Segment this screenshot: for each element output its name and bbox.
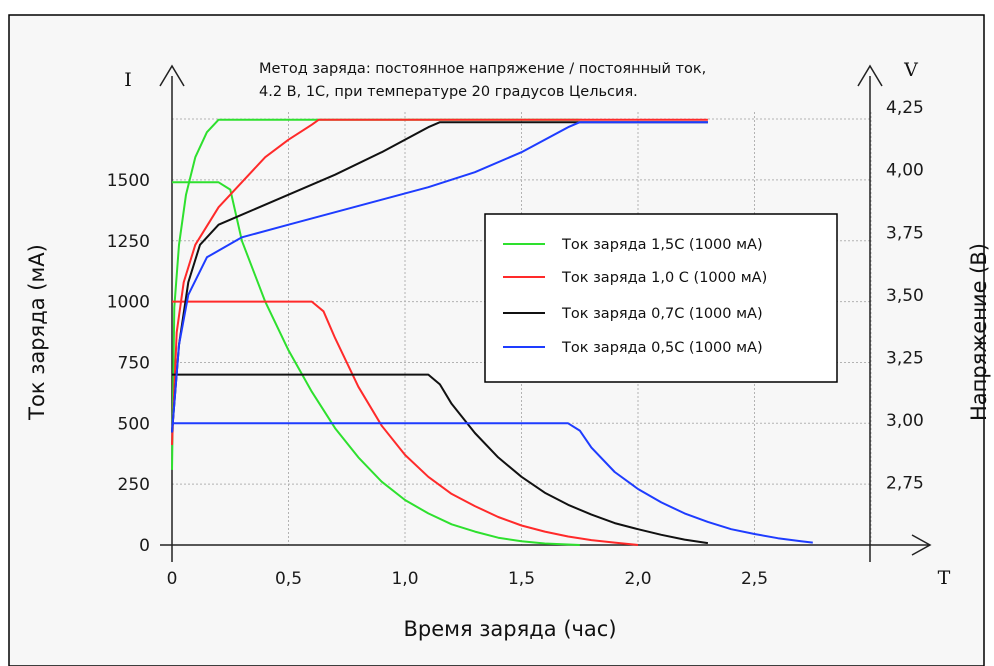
x-tick-label: 2,0 [624, 569, 651, 589]
x-tick-label: 0,5 [275, 569, 302, 589]
annotation-line-2: 4.2 В, 1С, при температуре 20 градусов Ц… [259, 84, 638, 100]
series-4-voltage-line [171, 121, 708, 433]
y-left-tick-label: 750 [118, 353, 150, 373]
x-tick-label: 0 [167, 569, 178, 589]
legend-label-2: Ток заряда 1,0 С (1000 мА) [561, 270, 767, 286]
y-right-symbol: V [903, 59, 918, 81]
legend-label-1: Ток заряда 1,5С (1000 мА) [561, 237, 763, 253]
axes [159, 64, 932, 562]
y-left-tick-label: 1500 [107, 171, 150, 191]
y-left-arrow [159, 64, 185, 87]
x-tick-label: 1,5 [508, 569, 535, 589]
legend-box [484, 213, 838, 383]
x-axis-symbol: T [938, 567, 951, 589]
x-tick-label: 1,0 [391, 569, 418, 589]
y-right-tick-label: 4,25 [886, 98, 924, 118]
y-left-tick-labels: 0 250 500 750 1000 1250 1500 [107, 171, 150, 556]
series-3-voltage-line [171, 121, 708, 433]
y-left-symbol: I [124, 69, 132, 91]
series-1-current-line [172, 181, 580, 546]
series-1-voltage-line [171, 118, 580, 470]
legend: Ток заряда 1,5С (1000 мА) Ток заряда 1,0… [484, 213, 838, 383]
series-4-current-line [172, 422, 813, 544]
y-left-tick-label: 1000 [107, 293, 150, 313]
y-right-tick-label: 3,25 [886, 348, 924, 368]
legend-label-3: Ток заряда 0,7С (1000 мА) [561, 306, 763, 322]
x-axis-title: Время заряда (час) [403, 617, 616, 641]
y-right-arrow [857, 64, 883, 87]
series-3-current-line [172, 373, 709, 545]
y-right-tick-label: 4,00 [886, 161, 924, 181]
x-tick-labels: 0 0,5 1,0 1,5 2,0 2,5 [167, 569, 768, 589]
y-left-axis-title: Ток заряда (мА) [25, 244, 49, 421]
y-right-tick-label: 3,75 [886, 223, 924, 243]
y-right-tick-label: 2,75 [886, 473, 924, 493]
y-left-tick-label: 500 [118, 414, 150, 434]
series-2-voltage-line [171, 118, 708, 445]
y-right-axis-title: Напряжение (В) [967, 243, 991, 421]
y-right-tick-label: 3,50 [886, 286, 924, 306]
series-lines [171, 118, 813, 546]
legend-label-4: Ток заряда 0,5С (1000 мА) [561, 340, 763, 356]
series-2-current-line [172, 300, 639, 546]
y-right-tick-label: 3,00 [886, 411, 924, 431]
x-tick-label: 2,5 [741, 569, 768, 589]
y-right-tick-labels: 2,75 3,00 3,25 3,50 3,75 4,00 4,25 [886, 98, 924, 493]
y-left-tick-label: 0 [139, 536, 150, 556]
annotation-line-1: Метод заряда: постоянное напряжение / по… [259, 61, 706, 77]
y-left-tick-label: 250 [118, 475, 150, 495]
y-left-tick-label: 1250 [107, 232, 150, 252]
x-arrow [911, 534, 932, 556]
